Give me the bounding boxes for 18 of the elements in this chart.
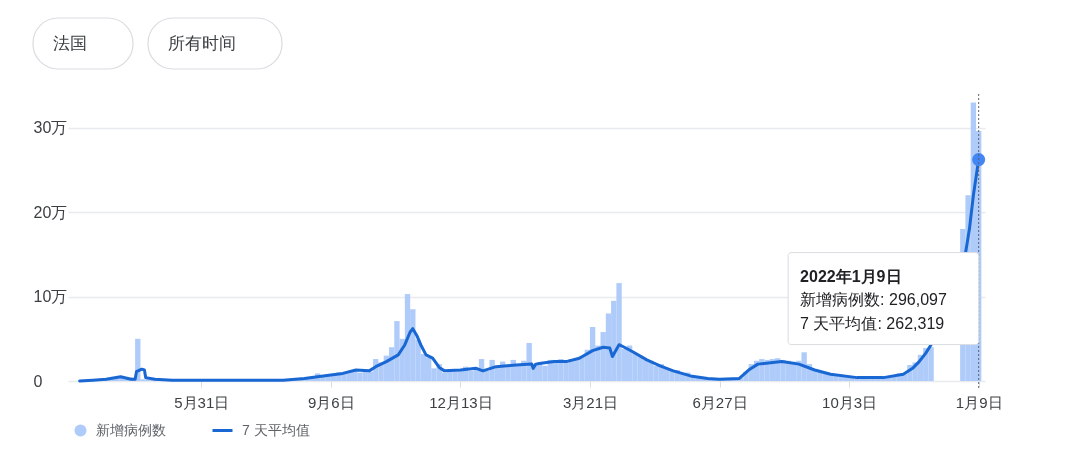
y-tick-label: 20万 (33, 203, 68, 221)
y-tick-label: 0 (33, 372, 43, 390)
text: 所有时间 (168, 33, 236, 53)
annotation: 新增病例数: 296,097 (800, 291, 947, 309)
x-tick-label: 3月21日 (562, 393, 618, 411)
y-tick-label: 10万 (33, 288, 68, 306)
x-tick-label: 6月27日 (692, 393, 748, 411)
x-tick-label: 12月13日 (429, 393, 493, 411)
legend-label: 新增病例数 (96, 421, 166, 438)
y-tick-label: 30万 (33, 119, 68, 137)
annotation: 7 天平均值: 262,319 (800, 314, 945, 332)
x-tick-label: 9月6日 (307, 393, 355, 411)
x-tick-label: 5月31日 (174, 393, 230, 411)
x-tick-label: 1月9日 (955, 393, 1003, 411)
text: 法国 (53, 33, 87, 53)
legend-label: 7 天平均值 (242, 421, 310, 438)
x-tick-label: 10月3日 (822, 393, 878, 411)
annotation: 2022年1月9日 (800, 267, 902, 285)
